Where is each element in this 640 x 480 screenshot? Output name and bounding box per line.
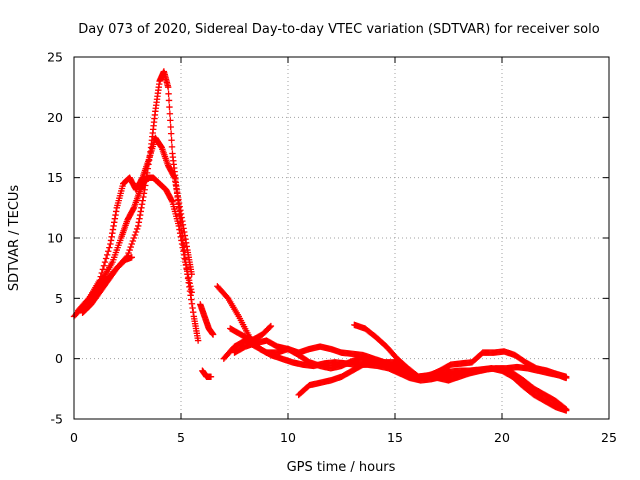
series-late-arc-2	[351, 321, 570, 380]
data-point	[164, 83, 172, 91]
data-point-interp	[127, 243, 134, 251]
y-tick-label: 0	[55, 351, 63, 366]
series-evening-arc-4	[227, 322, 275, 344]
data-point	[563, 406, 570, 413]
y-tick-label: -5	[51, 412, 63, 427]
x-tick-label: 0	[70, 430, 78, 445]
x-tick-label: 20	[494, 430, 510, 445]
data-point-interp	[100, 262, 108, 269]
series-short-dip	[197, 301, 217, 338]
data-point-interp	[266, 323, 274, 331]
data-point-interp	[133, 225, 141, 233]
data-point-interp	[168, 143, 176, 151]
data-point-interp	[167, 117, 174, 124]
data-point-interp	[103, 251, 111, 259]
y-tick-label: 5	[55, 291, 63, 306]
y-axis-label: SDTVAR / TECUs	[7, 185, 22, 292]
chart-title: Day 073 of 2020, Sidereal Day-to-day VTE…	[78, 22, 599, 37]
data-point	[209, 331, 217, 338]
x-tick-label: 15	[387, 430, 403, 445]
data-point	[207, 373, 215, 380]
series-short-drop	[199, 367, 215, 380]
data-point-interp	[167, 130, 175, 137]
data-point	[188, 289, 195, 296]
data-point	[128, 254, 135, 261]
x-axis-label: GPS time / hours	[287, 460, 396, 475]
series-track-middle	[77, 174, 195, 314]
data-point	[267, 322, 275, 330]
series-late-arc-1	[295, 359, 420, 399]
data-point-interp	[102, 255, 110, 262]
plot-frame	[73, 56, 610, 420]
series-track-lower	[79, 254, 135, 317]
x-tick-label: 25	[601, 430, 617, 445]
data-point-interp	[167, 123, 174, 131]
data-point-interp	[99, 266, 107, 273]
data-point-interp	[126, 246, 133, 254]
y-tick-label: 25	[47, 50, 63, 65]
data-points	[70, 68, 570, 414]
data-point-interp	[105, 248, 112, 255]
data-point-interp	[106, 244, 113, 251]
data-point-interp	[561, 405, 569, 412]
data-point-interp	[101, 258, 109, 266]
data-point	[563, 373, 570, 380]
y-tick-label: 20	[47, 110, 63, 125]
data-point-interp	[165, 97, 173, 104]
data-point-interp	[166, 110, 174, 117]
data-point-interp	[166, 103, 173, 111]
data-point-interp	[165, 90, 172, 98]
data-point-interp	[168, 137, 175, 144]
data-point-interp	[132, 228, 140, 236]
data-point	[194, 337, 202, 344]
data-point-interp	[129, 237, 137, 245]
y-tick-label: 10	[47, 231, 63, 246]
data-point-interp	[131, 231, 139, 239]
data-point-interp	[128, 240, 135, 248]
data-point-interp	[130, 234, 138, 242]
x-tick-label: 10	[280, 430, 296, 445]
x-tick-label: 5	[177, 430, 185, 445]
y-tick-label: 15	[47, 170, 63, 185]
